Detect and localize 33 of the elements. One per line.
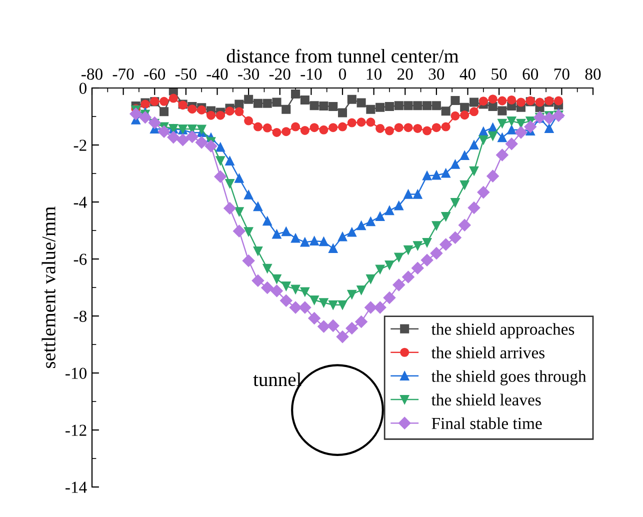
- legend-label: the shield leaves: [431, 394, 541, 406]
- y-tick-label: 0: [79, 82, 87, 94]
- y-tick-label: -10: [66, 368, 87, 379]
- x-tick-label: 80: [585, 68, 601, 80]
- y-tick-label: -14: [66, 482, 87, 493]
- x-tick-label: 50: [492, 68, 507, 80]
- x-tick-label: -40: [206, 68, 228, 80]
- x-tick-label: -70: [112, 68, 134, 80]
- legend-label: Final stable time: [432, 417, 542, 430]
- x-tick-label: 10: [366, 68, 382, 80]
- x-tick-label: 20: [398, 68, 413, 80]
- legend-label: the shield goes through: [431, 370, 586, 386]
- annotation: tunnel: [253, 372, 302, 386]
- x-tick-label: 30: [428, 68, 444, 80]
- x-tick-label: 60: [522, 68, 538, 80]
- x-tick-label: 40: [460, 68, 476, 80]
- y-tick-label: -2: [74, 140, 86, 151]
- x-tick-label: -30: [238, 68, 260, 80]
- legend-label: the shield approaches: [431, 323, 574, 338]
- x-tick-label: -10: [300, 68, 322, 80]
- y-axis-title: settlement value/mm: [42, 206, 56, 368]
- y-tick-label: -4: [74, 196, 87, 208]
- x-tick-label: -80: [82, 68, 102, 80]
- x-tick-label: -50: [175, 68, 196, 80]
- x-tick-label: -60: [144, 68, 166, 80]
- y-tick-label: -8: [74, 310, 87, 322]
- x-tick-label: 70: [554, 68, 570, 80]
- legend-label: the shield arrives: [431, 346, 545, 358]
- y-tick-label: -12: [66, 424, 86, 436]
- x-tick-label: -20: [269, 68, 290, 80]
- x-axis-title: distance from tunnel center/m: [226, 48, 459, 63]
- y-tick-label: -6: [74, 254, 87, 265]
- x-tick-label: 0: [338, 68, 346, 80]
